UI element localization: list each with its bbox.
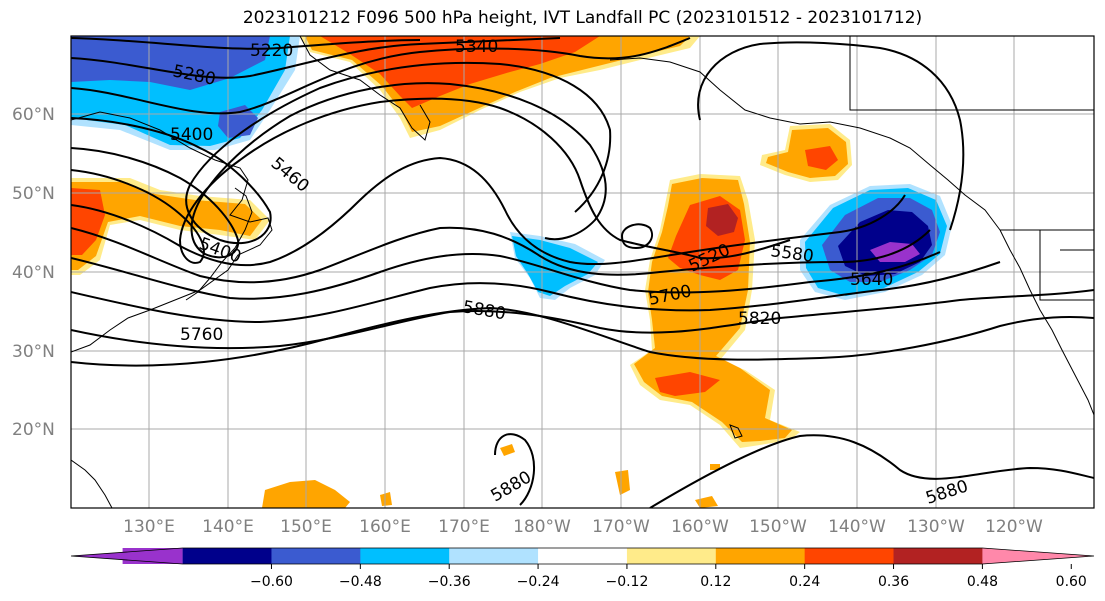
positive-pc-region-tropics-6 [710, 464, 720, 470]
lon-label-130e: 130°E [123, 517, 175, 537]
height-contours [71, 37, 1094, 508]
lat-label-50n: 50°N [12, 184, 55, 204]
colorbar-tick-label-4: −0.12 [605, 574, 648, 590]
lon-label-120w: 120°W [985, 517, 1043, 537]
colorbar-swatch-2 [271, 548, 361, 564]
lon-label-140e: 140°E [202, 517, 254, 537]
contour-line-5760 [71, 261, 1001, 324]
contour-line-5880-southeast [649, 434, 1094, 508]
negative-pc-region-northwest-strong [71, 36, 270, 90]
contour-line-5700 [71, 251, 941, 300]
lon-label-180w: 180°W [513, 517, 571, 537]
colorbar-tick-label-3: −0.24 [517, 574, 560, 590]
contour-line-5220 [71, 37, 421, 50]
colorbar-ticks [270, 564, 1072, 569]
colorbar-swatch-7 [715, 548, 806, 564]
contour-label-5400-north: 5400 [170, 125, 213, 145]
colorbar-swatch-1 [182, 548, 272, 564]
lat-label-30n: 30°N [12, 342, 55, 362]
colorbar-tick-label-0: −0.60 [250, 574, 293, 590]
coastline-alaska [609, 57, 1001, 231]
colorbar-swatch-8 [804, 548, 895, 564]
contour-line-5880-north [71, 306, 1094, 367]
lon-label-160w: 160°W [671, 517, 729, 537]
colorbar-swatches [70, 547, 1095, 565]
contour-line-closed-low [620, 223, 654, 250]
lon-label-150w: 150°W [749, 517, 807, 537]
contour-label-5760: 5760 [180, 325, 223, 345]
contour-line-5820 [71, 289, 1094, 350]
positive-pc-region-tropics-2 [380, 492, 392, 506]
lon-label-160e: 160°E [359, 517, 411, 537]
contour-line-5460-alaska [697, 41, 965, 231]
coastline-philippines [71, 459, 113, 508]
contour-line-5460 [71, 82, 607, 259]
contour-label-5820: 5820 [738, 309, 781, 329]
colorbar-extend-max [982, 548, 1094, 564]
positive-pc-region-plume-core [706, 204, 738, 236]
border-canada [849, 36, 1094, 111]
colorbar-tick-label-1: −0.48 [339, 574, 382, 590]
colorbar-swatch-4 [449, 548, 539, 564]
lat-label-20n: 20°N [12, 420, 55, 440]
longitude-labels: 130°E 140°E 150°E 160°E 170°E 180°W 170°… [123, 517, 1043, 537]
latitude-labels: 60°N 50°N 40°N 30°N 20°N [12, 105, 55, 440]
positive-pc-region-tropics-4 [615, 470, 630, 495]
colorbar: −0.60 −0.48 −0.36 −0.24 −0.12 0.12 0.24 0.36 0.4… [70, 547, 1095, 590]
contour-label-5340: 5340 [455, 37, 498, 57]
colorbar-tick-label-6: 0.24 [789, 574, 820, 590]
colorbar-tick-label-5: 0.12 [700, 574, 731, 590]
positive-pc-region-tropics-3 [500, 444, 515, 456]
colorbar-tick-label-2: −0.36 [428, 574, 471, 590]
colorbar-outline [70, 547, 1095, 565]
map-frame [70, 35, 1095, 509]
positive-pc-region-tropics-5 [695, 496, 718, 508]
contour-line-5340 [71, 37, 691, 115]
lon-label-170e: 170°E [438, 517, 490, 537]
positive-pc-region-gulf-strong [805, 146, 838, 170]
contour-line-5880-southwest [494, 433, 536, 506]
contour-line-5400 [71, 61, 612, 245]
colorbar-swatch-3 [360, 548, 450, 564]
contour-line-5580 [71, 156, 906, 267]
graticule [71, 36, 1094, 508]
coastline-japan [185, 187, 253, 301]
positive-pc-region-plume-south [655, 372, 720, 396]
lon-label-130w: 130°W [907, 517, 965, 537]
colorbar-swatch-6 [626, 548, 717, 564]
lon-label-150e: 150°E [280, 517, 332, 537]
contour-label-5640: 5640 [850, 270, 893, 290]
contour-line-5640 [71, 226, 931, 284]
coastline-north-america-west [999, 229, 1094, 416]
coastline-asia [71, 111, 273, 353]
border-usa [1000, 229, 1094, 301]
colorbar-swatch-5 [538, 548, 628, 564]
colorbar-tick-label-8: 0.48 [967, 574, 998, 590]
contour-line-5520 [71, 97, 791, 264]
lat-label-60n: 60°N [12, 105, 55, 125]
lon-label-170w: 170°W [592, 517, 650, 537]
colorbar-tick-label-9: 0.60 [1056, 574, 1087, 590]
colorbar-swatch-0 [122, 548, 183, 564]
colorbar-swatch-9 [893, 548, 983, 564]
lat-label-40n: 40°N [12, 263, 55, 283]
contour-line-5280 [71, 37, 561, 79]
contour-label-5220: 5220 [250, 41, 293, 61]
lon-label-140w: 140°W [828, 517, 886, 537]
colorbar-tick-label-7: 0.36 [878, 574, 909, 590]
coastline-hawaii [729, 424, 743, 439]
positive-pc-region-north-strong [320, 36, 600, 108]
positive-pc-region-west-strong [71, 188, 105, 255]
colorbar-tick-labels: −0.60 −0.48 −0.36 −0.24 −0.12 0.12 0.24 0.36 0.4… [250, 574, 1087, 590]
map-title: 2023101212 F096 500 hPa height, IVT Land… [242, 8, 923, 28]
